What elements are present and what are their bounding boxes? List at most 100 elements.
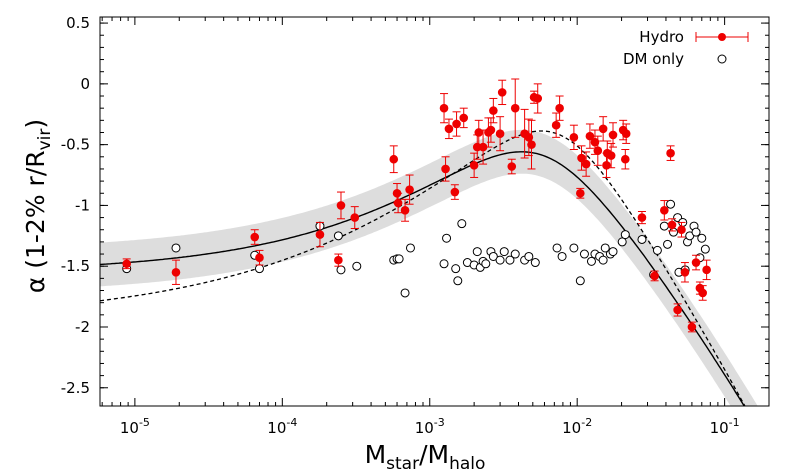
dm-point	[575, 276, 585, 286]
dm-point	[400, 288, 410, 298]
hydro-point	[691, 258, 701, 267]
hydro-point	[593, 146, 603, 156]
dm-point	[663, 239, 673, 249]
dm-point	[499, 247, 509, 257]
hydro-point	[687, 322, 697, 332]
y-axis-title: α (1-2% r/Rvir)	[21, 119, 55, 293]
dm-point	[697, 233, 707, 243]
hydro-point	[255, 253, 264, 262]
hydro-point	[478, 142, 488, 152]
dm-point	[405, 243, 415, 253]
legend-hydro-label: Hydro	[639, 28, 684, 46]
dm-point	[530, 258, 540, 268]
legend-hydro-marker	[695, 32, 749, 42]
dm-point	[524, 251, 534, 261]
hydro-point	[474, 128, 484, 137]
x-tick-label: 10-1	[710, 416, 740, 437]
y-tick-label: -1	[75, 196, 90, 214]
legend-dm-marker	[717, 54, 727, 64]
dm-point	[472, 247, 482, 257]
hydro-point	[405, 185, 414, 194]
dm-point	[254, 264, 264, 274]
y-tick-label: -2.5	[61, 379, 90, 397]
hydro-point	[598, 124, 608, 134]
hydro-point	[680, 267, 690, 277]
hydro-point	[389, 154, 399, 164]
hydro-point	[650, 271, 659, 281]
scatter-band-area	[100, 129, 758, 406]
y-tick-label: 0	[80, 75, 90, 93]
dm-point	[442, 233, 452, 243]
dm-point	[394, 254, 404, 264]
hydro-point	[590, 137, 600, 147]
y-tick-label: 0.5	[66, 14, 90, 32]
plot-frame	[99, 16, 770, 407]
hydro-point	[444, 124, 454, 134]
dm-point	[336, 265, 346, 275]
dm-point	[620, 230, 630, 240]
hydro-point	[122, 259, 131, 269]
dm-point	[586, 256, 596, 266]
dm-point	[481, 259, 491, 269]
dm-point	[659, 221, 669, 231]
dm-point	[505, 255, 515, 265]
axes: 0.5 0 -0.5 -1 -1.5 -2 -2.5 10-5 10-4 10-3 10-2 10-1	[61, 14, 770, 437]
hydro-point	[581, 159, 591, 169]
hydro-point	[533, 94, 543, 103]
hydro-point	[673, 305, 682, 315]
dm-point	[453, 276, 463, 286]
dm-point	[579, 249, 589, 259]
dm-point	[488, 251, 498, 261]
dm-point	[598, 255, 608, 265]
hydro-point	[577, 153, 586, 163]
hydro-point	[606, 151, 616, 160]
dm-point	[510, 249, 520, 259]
hydro-point	[677, 225, 686, 235]
hydro-point	[608, 130, 618, 140]
hydro-point	[439, 103, 449, 113]
hydro-point	[350, 213, 360, 222]
hydro-point	[551, 120, 561, 130]
hydro-point	[452, 119, 461, 129]
hydro-point	[336, 201, 346, 210]
hydro-point	[486, 125, 496, 135]
hydro-point	[576, 188, 585, 198]
dm-point	[333, 231, 343, 241]
y-tick-label: -1.5	[61, 257, 90, 275]
dm-point	[691, 227, 701, 237]
dm-point	[439, 259, 449, 269]
dm-point	[451, 264, 461, 274]
hydro-point	[667, 220, 677, 230]
x-tick-label: 10-2	[562, 416, 592, 437]
hydro-point	[495, 129, 505, 138]
dm-point	[668, 227, 678, 237]
hydro-point	[510, 103, 520, 113]
dm-point	[652, 245, 662, 255]
hydro-point	[450, 187, 460, 197]
hydro-point	[637, 213, 647, 222]
hydro-point	[555, 103, 564, 113]
x-tick-label: 10-3	[415, 416, 445, 437]
hydro-point	[171, 267, 181, 277]
hydro-point	[507, 162, 517, 171]
hydro-point	[497, 88, 507, 97]
hydro-point	[660, 205, 669, 215]
hydro-series	[122, 78, 711, 333]
dm-point	[666, 199, 676, 209]
hydro-point	[400, 205, 410, 215]
hydro-point	[527, 140, 536, 149]
dm-point	[495, 255, 505, 265]
y-tick-label: -2	[75, 318, 90, 336]
hydro-point	[620, 154, 630, 164]
hydro-point	[469, 161, 479, 170]
x-tick-label: 10-5	[120, 416, 150, 437]
legend-dm-label: DM only	[623, 50, 684, 68]
dm-point	[569, 243, 579, 253]
hydro-point	[250, 232, 260, 242]
dm-point	[552, 243, 562, 253]
dm-point	[608, 247, 618, 257]
dm-point	[352, 261, 362, 271]
legend: Hydro DM only	[623, 28, 749, 68]
hydro-point	[569, 133, 579, 142]
